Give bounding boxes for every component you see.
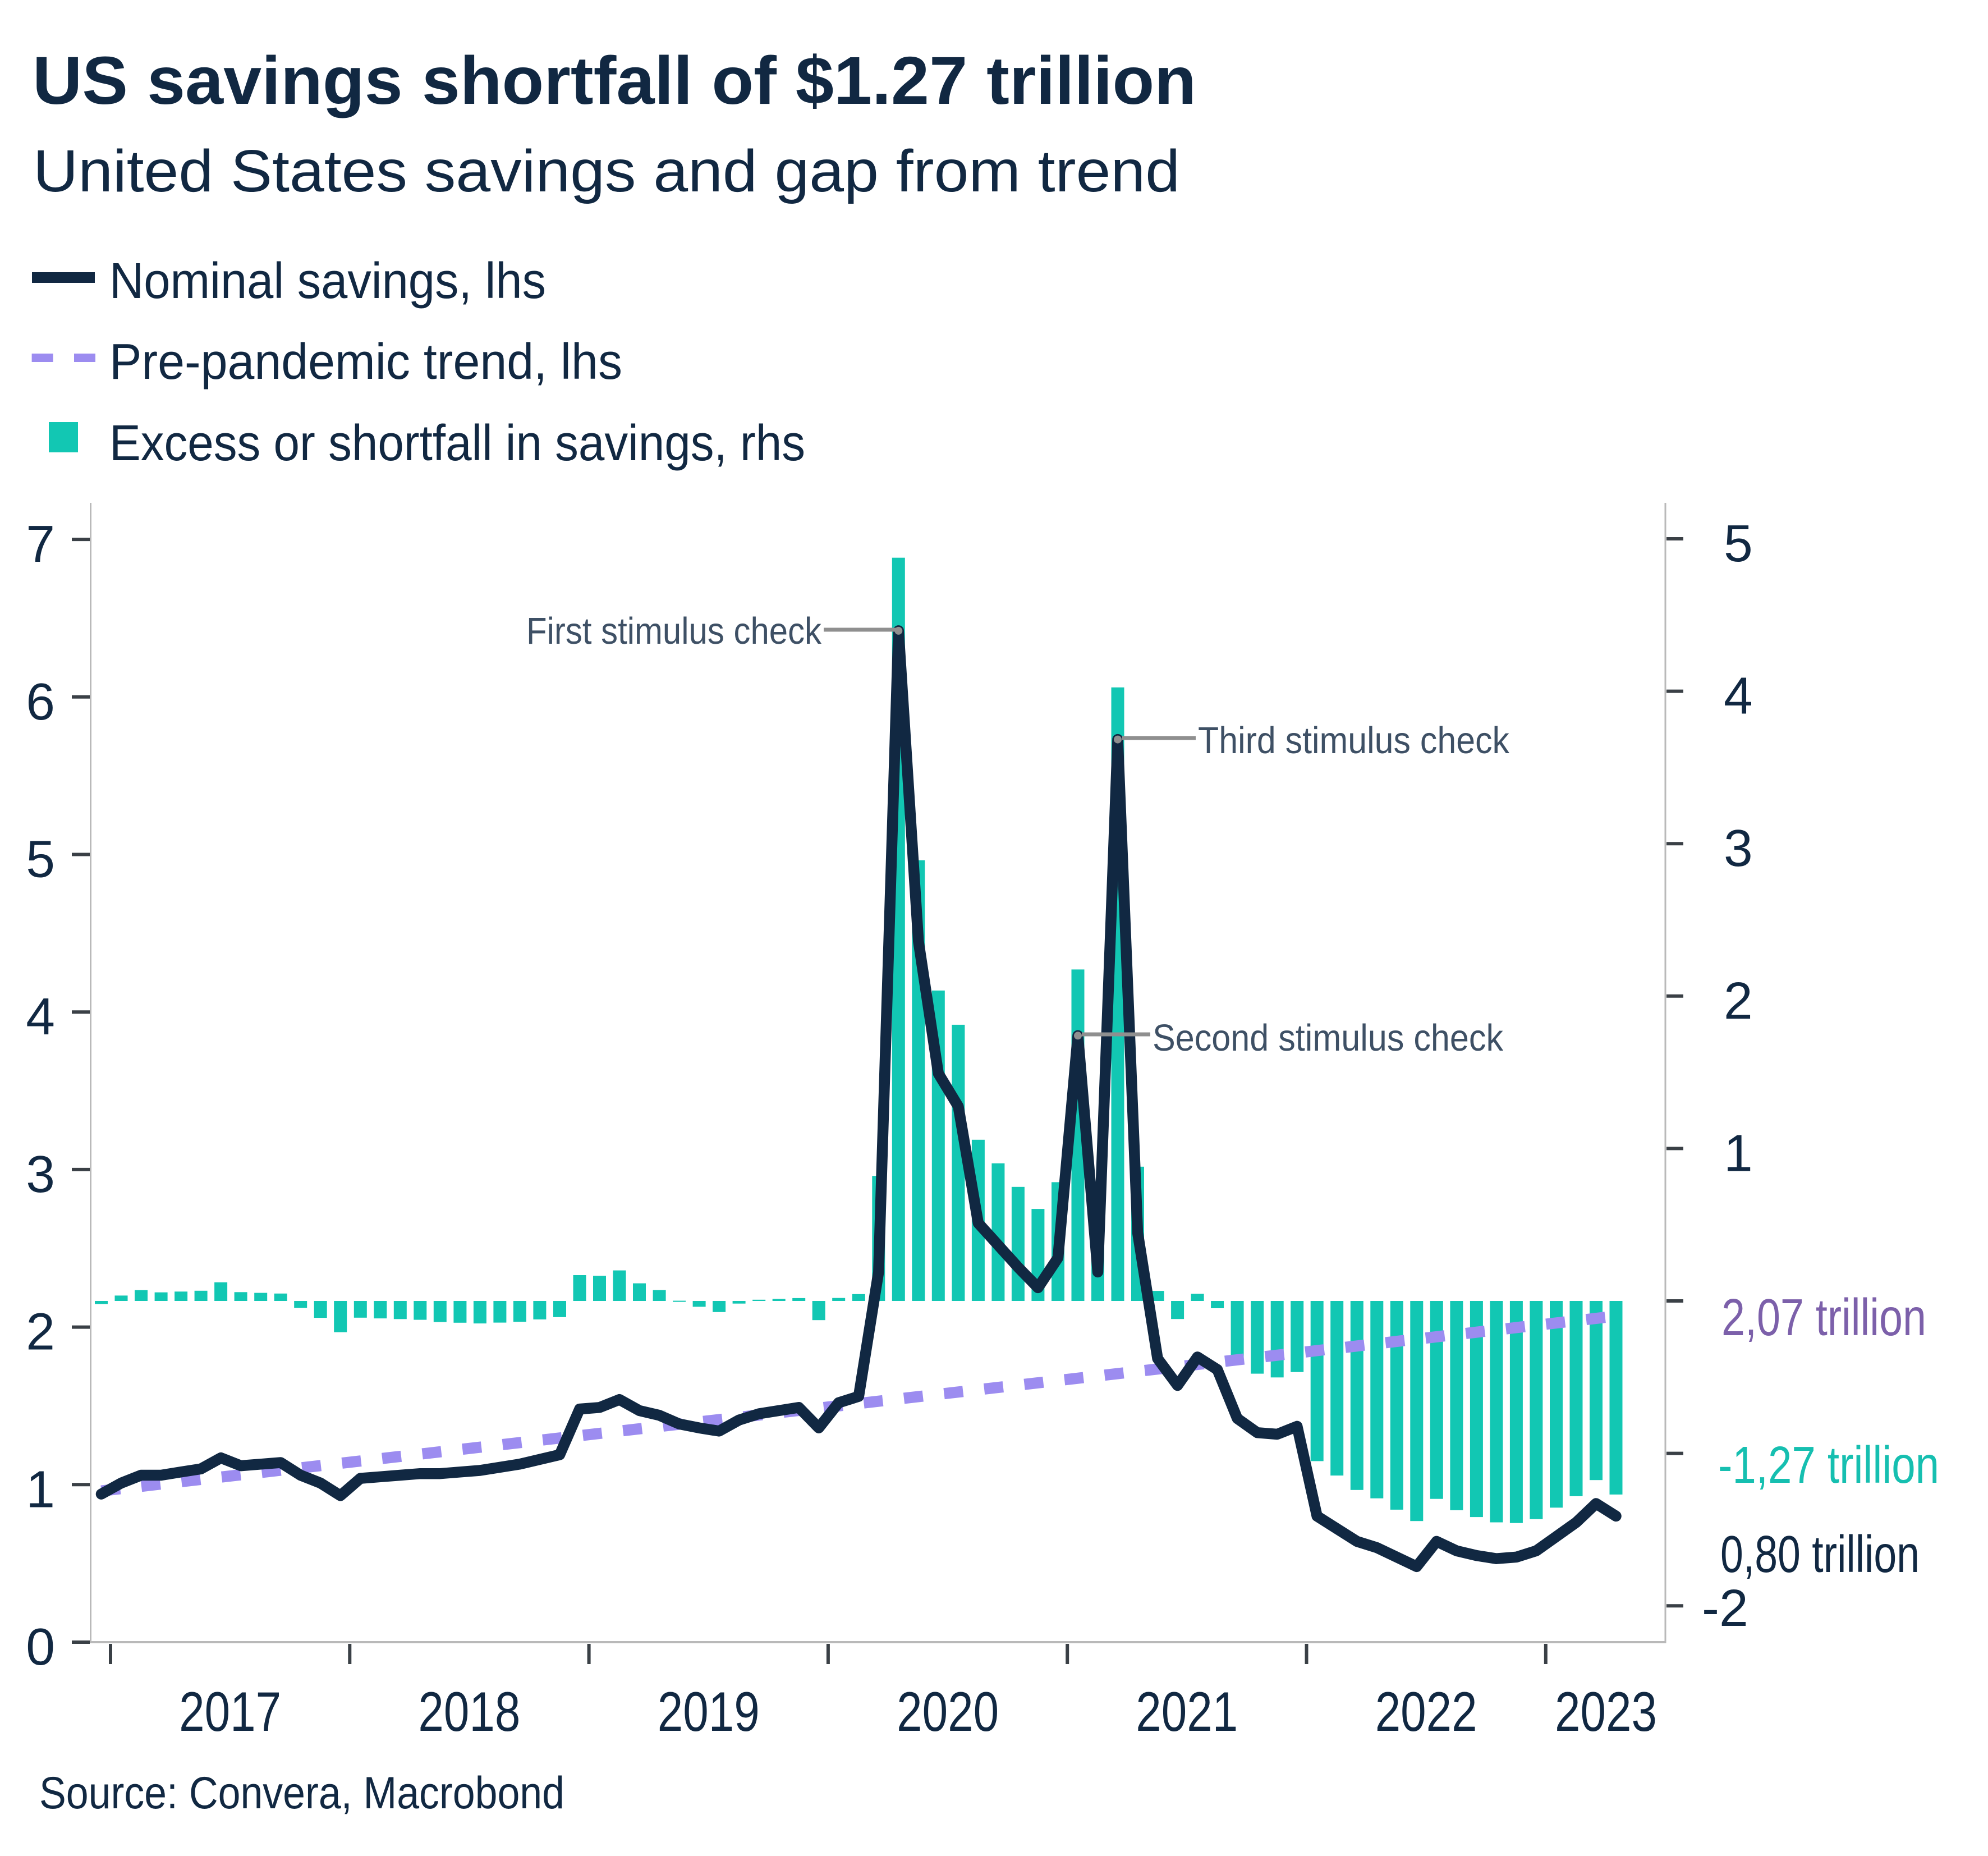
svg-text:2020: 2020 — [897, 1680, 999, 1743]
svg-text:6: 6 — [26, 672, 55, 731]
svg-text:Source: Convera, Macrobond: Source: Convera, Macrobond — [39, 1768, 564, 1818]
svg-text:7: 7 — [26, 515, 55, 573]
svg-text:First stimulus check: First stimulus check — [526, 610, 821, 652]
svg-text:2,07 trillion: 2,07 trillion — [1721, 1288, 1926, 1346]
svg-text:0,80 trillion: 0,80 trillion — [1720, 1525, 1920, 1583]
svg-text:4: 4 — [26, 987, 55, 1046]
svg-text:2: 2 — [26, 1303, 55, 1361]
svg-text:2017: 2017 — [179, 1680, 281, 1743]
svg-text:US savings shortfall of $1.27: US savings shortfall of $1.27 trillion — [33, 42, 1196, 118]
svg-text:3: 3 — [1724, 819, 1753, 877]
svg-text:2018: 2018 — [418, 1680, 520, 1743]
svg-text:4: 4 — [1724, 667, 1753, 725]
svg-text:2: 2 — [1724, 971, 1753, 1030]
svg-text:United States savings and gap: United States savings and gap from trend — [33, 138, 1180, 204]
svg-text:1: 1 — [1724, 1124, 1753, 1182]
svg-text:5: 5 — [1724, 514, 1753, 572]
svg-text:Third stimulus check: Third stimulus check — [1198, 720, 1509, 762]
svg-text:2022: 2022 — [1375, 1680, 1477, 1743]
svg-text:Pre-pandemic trend, lhs: Pre-pandemic trend, lhs — [109, 334, 622, 390]
svg-text:0: 0 — [26, 1617, 55, 1676]
svg-text:2021: 2021 — [1136, 1680, 1238, 1743]
svg-text:2019: 2019 — [658, 1680, 760, 1743]
svg-text:3: 3 — [26, 1145, 55, 1203]
svg-text:Second stimulus check: Second stimulus check — [1153, 1017, 1503, 1059]
svg-text:2023: 2023 — [1555, 1680, 1657, 1743]
svg-text:Excess or shortfall in savings: Excess or shortfall in savings, rhs — [109, 415, 805, 471]
svg-text:-2: -2 — [1702, 1579, 1748, 1637]
svg-text:-1,27 trillion: -1,27 trillion — [1718, 1436, 1939, 1494]
svg-text:5: 5 — [26, 830, 55, 888]
svg-text:1: 1 — [26, 1460, 55, 1518]
svg-text:Nominal savings, lhs: Nominal savings, lhs — [109, 253, 546, 309]
